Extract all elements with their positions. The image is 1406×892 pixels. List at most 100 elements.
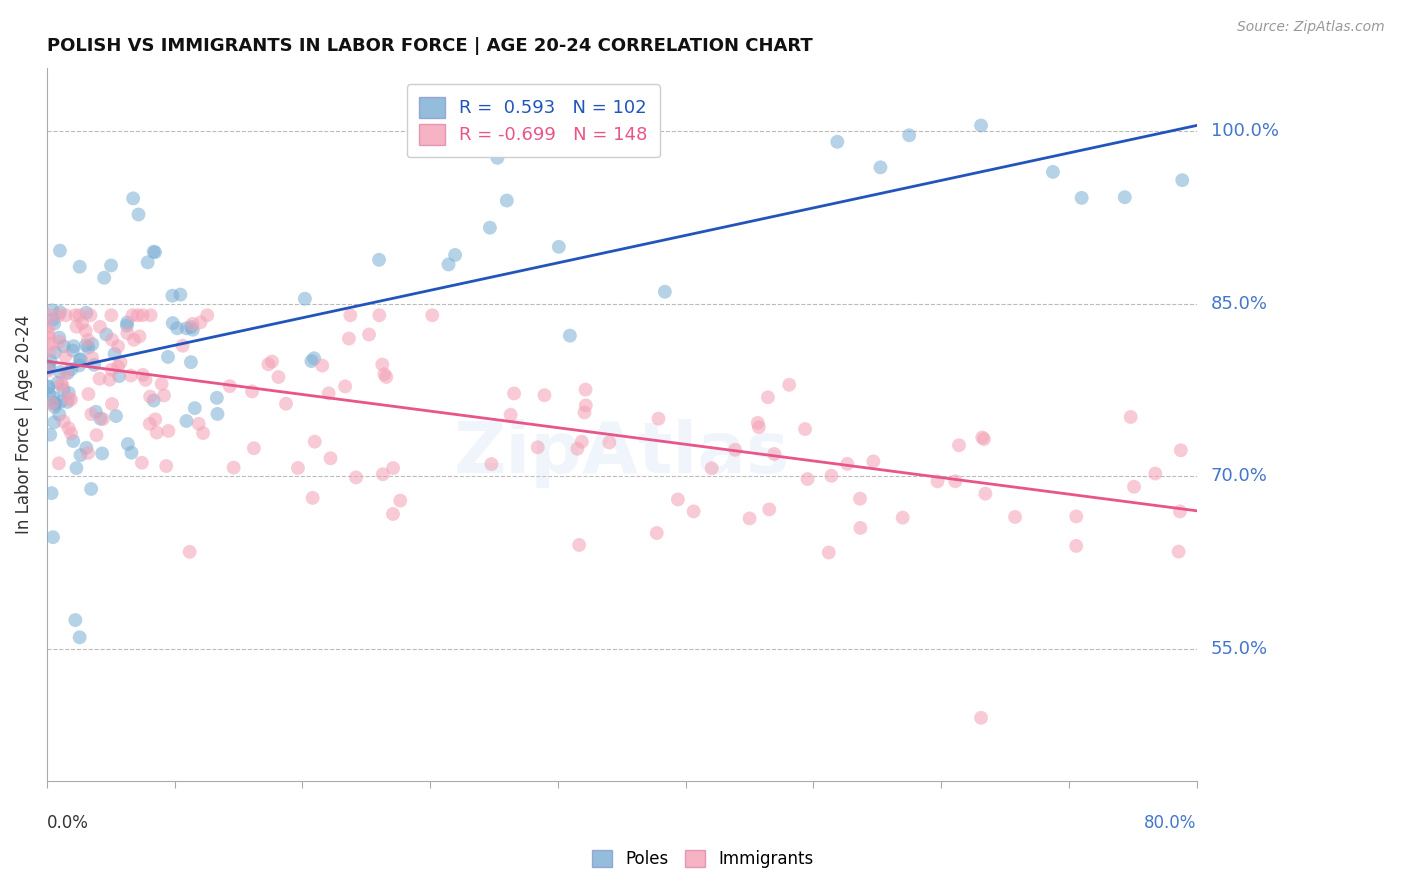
Point	[139, 308, 162, 322]
Point	[1070, 191, 1092, 205]
Point	[337, 332, 360, 346]
Point	[150, 376, 173, 391]
Point	[382, 507, 405, 521]
Point	[948, 438, 970, 452]
Point	[82, 337, 104, 351]
Point	[60, 392, 83, 407]
Point	[176, 321, 198, 335]
Point	[127, 207, 149, 221]
Point	[319, 451, 342, 466]
Point	[339, 308, 361, 322]
Point	[849, 521, 872, 535]
Point	[115, 316, 138, 330]
Point	[184, 401, 207, 416]
Point	[56, 395, 79, 409]
Point	[44, 397, 66, 411]
Point	[55, 308, 77, 322]
Point	[62, 339, 84, 353]
Point	[38, 330, 60, 344]
Text: ZipAtlas: ZipAtlas	[454, 418, 790, 488]
Point	[533, 388, 555, 402]
Point	[93, 270, 115, 285]
Point	[181, 317, 204, 331]
Point	[181, 323, 204, 337]
Point	[44, 396, 66, 410]
Point	[42, 391, 65, 405]
Point	[69, 260, 91, 274]
Point	[39, 343, 62, 358]
Point	[218, 379, 240, 393]
Point	[738, 511, 761, 525]
Point	[1064, 509, 1087, 524]
Point	[1123, 480, 1146, 494]
Point	[172, 339, 194, 353]
Point	[162, 316, 184, 330]
Point	[48, 456, 70, 470]
Point	[77, 446, 100, 460]
Point	[62, 434, 84, 448]
Point	[55, 366, 77, 380]
Point	[156, 350, 179, 364]
Point	[49, 244, 72, 258]
Point	[526, 440, 548, 454]
Point	[127, 308, 149, 322]
Point	[108, 369, 131, 384]
Point	[1167, 544, 1189, 558]
Point	[58, 385, 80, 400]
Point	[48, 408, 70, 422]
Point	[145, 425, 167, 440]
Point	[42, 415, 65, 429]
Point	[973, 432, 995, 446]
Point	[39, 427, 62, 442]
Point	[60, 362, 83, 376]
Text: POLISH VS IMMIGRANTS IN LABOR FORCE | AGE 20-24 CORRELATION CHART: POLISH VS IMMIGRANTS IN LABOR FORCE | AG…	[46, 37, 813, 55]
Point	[69, 308, 91, 322]
Point	[136, 255, 159, 269]
Point	[371, 358, 394, 372]
Point	[79, 308, 101, 322]
Point	[101, 397, 124, 411]
Point	[120, 368, 142, 383]
Point	[135, 373, 157, 387]
Point	[122, 191, 145, 205]
Point	[44, 317, 66, 331]
Point	[46, 376, 69, 390]
Point	[368, 252, 391, 267]
Point	[166, 321, 188, 335]
Point	[91, 446, 114, 460]
Point	[763, 447, 786, 461]
Point	[243, 442, 266, 456]
Point	[48, 308, 70, 322]
Point	[970, 711, 993, 725]
Point	[139, 390, 162, 404]
Point	[42, 530, 65, 544]
Text: Source: ZipAtlas.com: Source: ZipAtlas.com	[1237, 20, 1385, 34]
Point	[65, 461, 87, 475]
Point	[568, 538, 591, 552]
Point	[131, 308, 153, 322]
Point	[117, 437, 139, 451]
Point	[121, 445, 143, 459]
Point	[318, 386, 340, 401]
Point	[153, 388, 176, 402]
Point	[817, 545, 839, 559]
Point	[37, 320, 59, 334]
Point	[100, 362, 122, 376]
Point	[75, 338, 97, 352]
Point	[647, 411, 669, 425]
Text: 80.0%: 80.0%	[1144, 814, 1197, 832]
Point	[122, 333, 145, 347]
Point	[70, 316, 93, 330]
Point	[267, 370, 290, 384]
Point	[55, 349, 77, 363]
Point	[84, 405, 107, 419]
Point	[898, 128, 921, 143]
Point	[1170, 443, 1192, 458]
Point	[39, 337, 62, 351]
Point	[820, 468, 842, 483]
Point	[1168, 504, 1191, 518]
Legend: R =  0.593   N = 102, R = -0.699   N = 148: R = 0.593 N = 102, R = -0.699 N = 148	[406, 84, 659, 157]
Point	[869, 161, 891, 175]
Point	[180, 355, 202, 369]
Point	[176, 414, 198, 428]
